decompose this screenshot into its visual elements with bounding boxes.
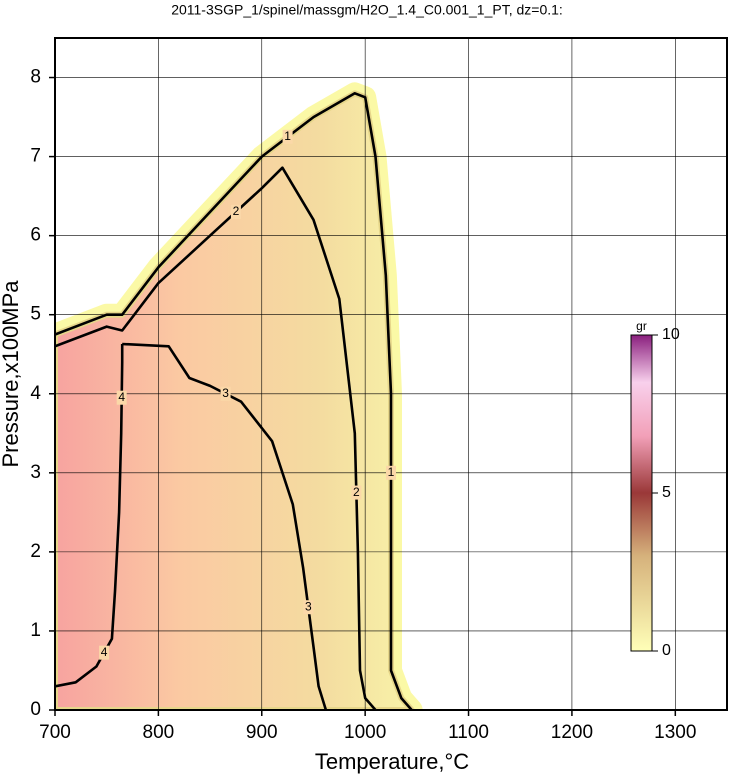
- colorbar-tick-label: 5: [662, 484, 671, 501]
- contour-label: 2: [233, 204, 240, 218]
- contour-line: [55, 166, 377, 710]
- colorbar: [630, 334, 653, 652]
- y-tick-label: 1: [30, 620, 41, 641]
- contour-label-bg: [220, 386, 231, 401]
- contour-label: 4: [118, 390, 125, 404]
- chart-title: 2011-3SGP_1/spinel/massgm/H2O_1.4_C0.001…: [171, 2, 563, 18]
- x-tick-label: 1200: [551, 722, 593, 743]
- contour-label-bg: [116, 390, 127, 405]
- contour-label: 3: [305, 599, 312, 613]
- contour-line: [55, 92, 413, 710]
- y-tick-label: 0: [30, 699, 41, 720]
- x-tick-label: 1300: [654, 722, 696, 743]
- contour-label-bg: [386, 465, 396, 480]
- y-tick-label: 5: [30, 304, 41, 325]
- y-axis-label: Pressure,x100MPa: [0, 280, 23, 468]
- contour-label: 4: [101, 645, 108, 659]
- contour-label-bg: [230, 204, 241, 219]
- contour-label-bg: [282, 129, 293, 144]
- colorbar-tick-label: 10: [662, 326, 680, 343]
- y-tick-label: 4: [30, 383, 41, 404]
- contour-label: 1: [284, 129, 291, 143]
- contour-label-bg: [351, 485, 362, 500]
- x-tick-label: 1000: [344, 722, 386, 743]
- plot-frame: [54, 37, 728, 711]
- contour-label-bg: [99, 645, 110, 660]
- x-axis-label: Temperature,°C: [315, 749, 469, 774]
- x-tick-label: 700: [39, 722, 71, 743]
- plot-area: 1 1 2 2 3 3 4 4: [55, 38, 727, 710]
- contour-label-bg: [303, 600, 314, 615]
- colorbar-tick-label: 0: [662, 642, 671, 659]
- overlay: 700 800 900 1000 1100 1200 1300 0 1 2 3 4 5 6 7 8 gr 0 5 10: [30, 37, 728, 743]
- contour-label: 3: [222, 386, 229, 400]
- x-tick-label: 1100: [448, 722, 489, 743]
- colorbar-label: gr: [636, 319, 647, 333]
- contour-label: 2: [353, 485, 360, 499]
- y-tick-label: 7: [30, 146, 41, 167]
- x-tick-label: 800: [143, 722, 175, 743]
- y-tick-label: 6: [30, 225, 41, 246]
- y-tick-label: 8: [30, 67, 41, 88]
- x-tick-label: 900: [246, 722, 278, 743]
- y-tick-label: 3: [30, 462, 41, 483]
- contour-line: [55, 344, 124, 688]
- y-tick-label: 2: [30, 541, 41, 562]
- contour-line: [122, 342, 328, 710]
- contour-label: 1: [388, 465, 395, 479]
